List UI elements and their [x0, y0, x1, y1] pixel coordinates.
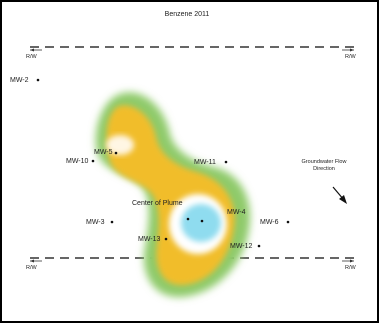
well-mw-6: MW-6: [260, 219, 290, 226]
plume-center-marker: [200, 219, 204, 223]
svg-text:MW-11: MW-11: [194, 159, 216, 166]
svg-text:R/W: R/W: [26, 265, 38, 271]
well-mw-2: MW-2: [10, 77, 40, 84]
svg-text:MW-12: MW-12: [230, 243, 253, 250]
row-marker-bottom-right: R/W: [342, 259, 357, 271]
svg-text:MW-3: MW-3: [86, 219, 105, 226]
svg-text:R/W: R/W: [26, 54, 38, 60]
svg-text:MW-13: MW-13: [138, 236, 161, 243]
plume-hotspot-secondary: [106, 135, 134, 155]
map-title: Benzene 2011: [165, 11, 210, 18]
svg-text:MW-5: MW-5: [94, 149, 113, 156]
svg-text:R/W: R/W: [345, 265, 357, 271]
row-marker-top-right: R/W: [342, 48, 357, 60]
svg-text:MW-6: MW-6: [260, 219, 279, 226]
flow-label-line2: Direction: [313, 166, 335, 172]
plume-center-marker: [186, 217, 190, 221]
well-mw-13: MW-13: [138, 236, 168, 243]
map-canvas: Benzene 2011 R/W R/W R/W R/W: [10, 11, 357, 298]
well-mw-4: MW-4: [227, 209, 246, 216]
svg-text:MW-10: MW-10: [66, 158, 89, 165]
well-mw-10: MW-10: [66, 158, 95, 165]
flow-label-line1: Groundwater Flow: [302, 159, 347, 165]
well-mw-12: MW-12: [230, 243, 261, 250]
svg-text:MW-4: MW-4: [227, 209, 246, 216]
well-mw-3: MW-3: [86, 219, 114, 226]
svg-text:R/W: R/W: [345, 54, 357, 60]
well-mw-11: MW-11: [194, 159, 228, 166]
benzene-plume: [95, 92, 251, 298]
plume-center-label: Center of Plume: [132, 200, 183, 207]
svg-text:MW-2: MW-2: [10, 77, 29, 84]
groundwater-flow-indicator: Groundwater Flow Direction: [302, 159, 347, 204]
row-marker-bottom-left: R/W: [26, 259, 42, 271]
plume-core-contour: [181, 204, 221, 242]
row-marker-top-left: R/W: [26, 48, 42, 60]
well-mw-5: MW-5: [94, 149, 118, 156]
